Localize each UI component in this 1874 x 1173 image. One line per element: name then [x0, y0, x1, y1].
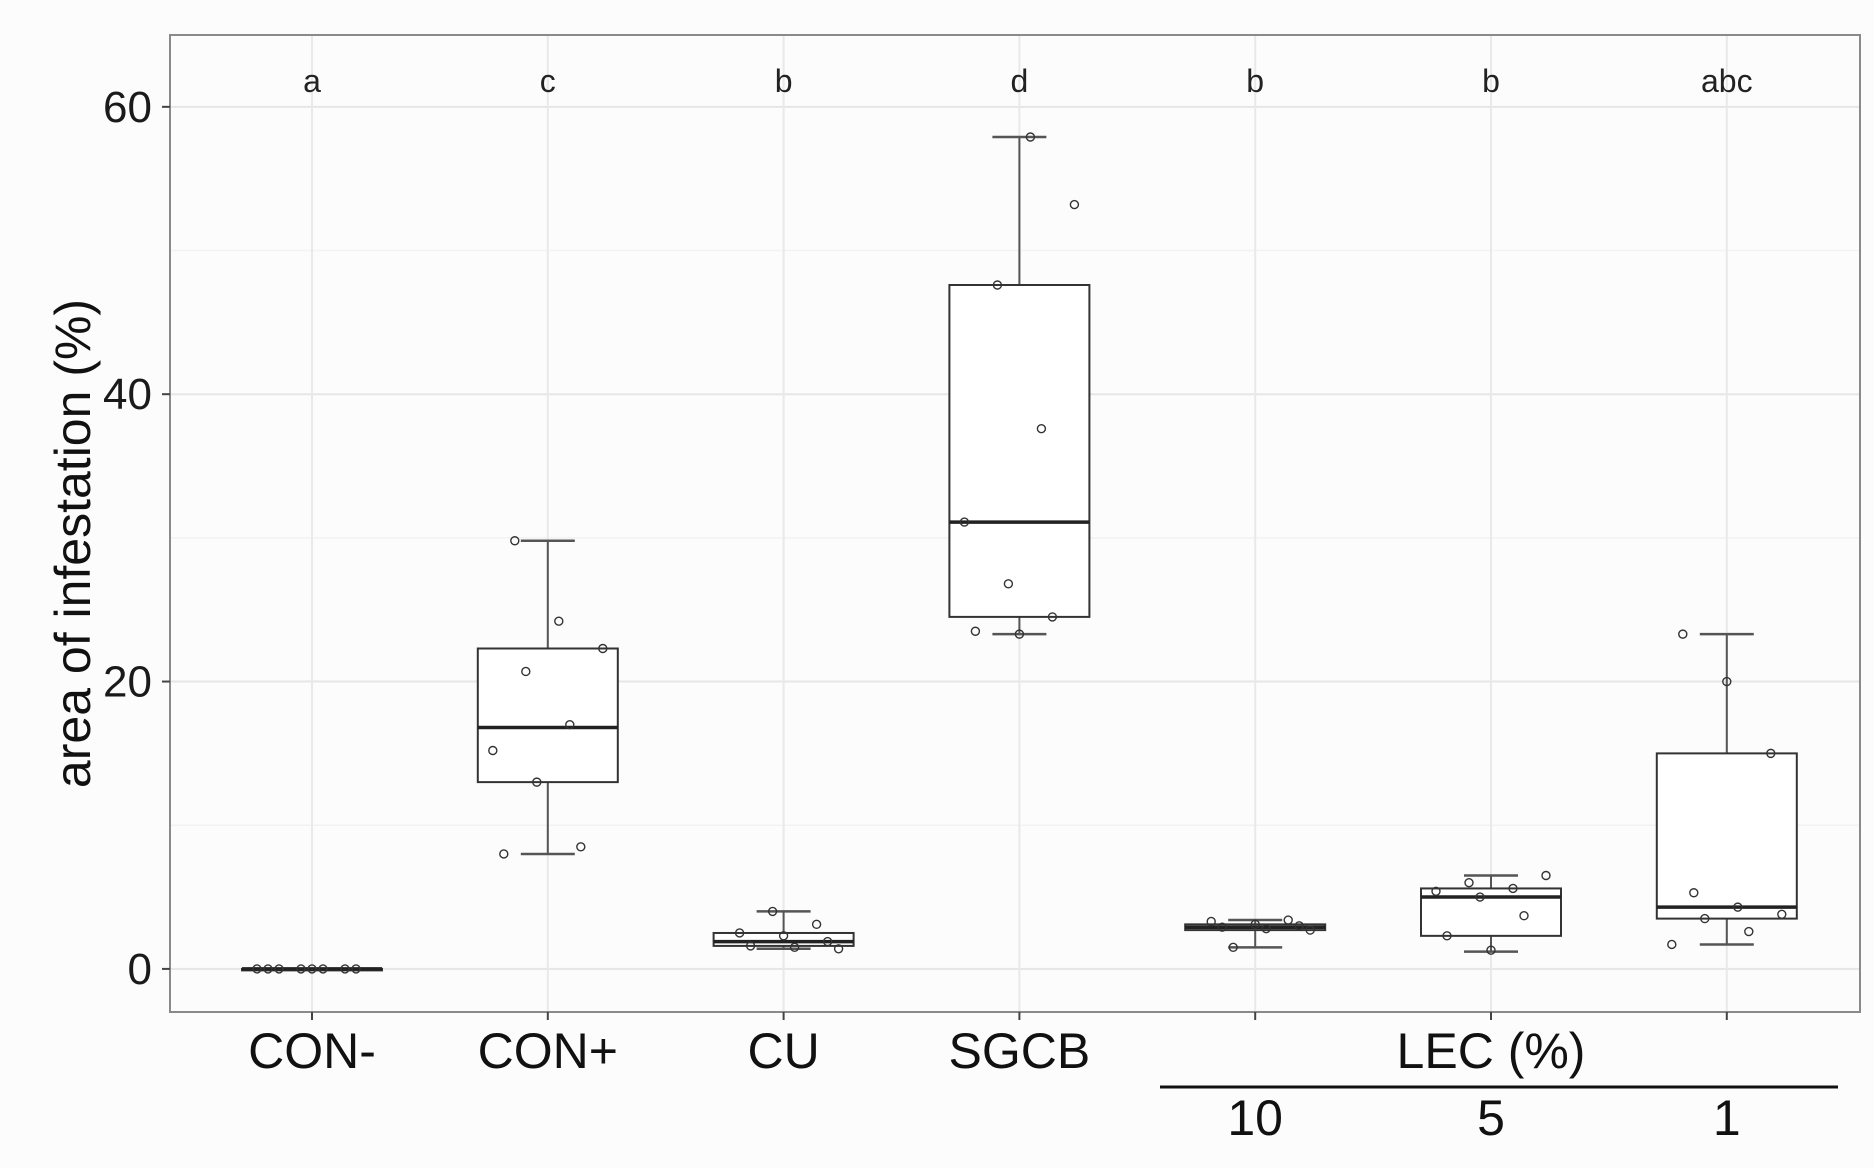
- data-point: [1047, 612, 1058, 622]
- data-point: [1228, 942, 1238, 953]
- y-tick-label: 40: [103, 370, 152, 419]
- x-tick-label: CON-: [248, 1023, 376, 1079]
- data-point: [307, 964, 317, 974]
- data-point: [1003, 579, 1014, 589]
- group-sub-label: 5: [1477, 1090, 1505, 1146]
- data-point: [1283, 915, 1293, 925]
- data-point: [598, 643, 608, 654]
- x-tick-label: SGCB: [949, 1023, 1091, 1079]
- data-point: [1766, 748, 1776, 759]
- box-iqr: [948, 283, 1091, 618]
- data-point: [252, 964, 262, 974]
- y-tick-label: 60: [103, 83, 152, 132]
- significance-letter: b: [1482, 63, 1500, 99]
- group-sub-label: 1: [1713, 1090, 1741, 1146]
- data-point: [1722, 676, 1732, 687]
- data-point: [554, 616, 564, 626]
- data-point: [970, 626, 981, 636]
- y-axis-title: area of infestation (%): [45, 299, 101, 788]
- box-iqr: [1655, 752, 1798, 920]
- y-tick-label: 20: [103, 658, 152, 707]
- data-point: [1777, 909, 1787, 919]
- box-group-CU-2: [712, 906, 855, 954]
- box-group-1-6: [1655, 629, 1798, 950]
- data-point: [1442, 931, 1452, 941]
- plot-panel: [169, 34, 1861, 1013]
- data-point: [1464, 877, 1474, 888]
- group-sub-label: 10: [1227, 1090, 1283, 1146]
- x-tick-label: CON+: [478, 1023, 618, 1079]
- significance-letter: b: [1246, 63, 1264, 99]
- data-point: [1305, 925, 1315, 935]
- data-point: [318, 964, 328, 974]
- data-point: [340, 964, 350, 974]
- data-point: [1678, 629, 1688, 639]
- data-point: [488, 745, 498, 756]
- box-group-CON-1: [476, 536, 619, 859]
- data-point: [833, 944, 844, 954]
- data-point: [1069, 199, 1080, 210]
- data-point: [1519, 911, 1529, 921]
- data-point: [1508, 883, 1518, 894]
- data-point: [745, 941, 756, 951]
- data-point: [822, 936, 833, 947]
- tick-layer: 0 20 40 60: [103, 83, 1728, 1020]
- data-point: [263, 964, 273, 974]
- box-layer: [241, 132, 1798, 974]
- significance-letter: b: [775, 63, 793, 99]
- y-tick-label: 0: [128, 945, 152, 994]
- data-point: [778, 931, 789, 941]
- significance-letter: d: [1011, 63, 1029, 99]
- data-point: [959, 517, 970, 527]
- data-point: [789, 942, 800, 953]
- data-point: [1431, 886, 1441, 897]
- data-point: [1025, 132, 1036, 142]
- data-point: [1206, 916, 1216, 927]
- data-point: [296, 964, 306, 974]
- significance-letter: c: [540, 63, 556, 99]
- data-point: [499, 849, 509, 859]
- box-group-SGCB-3: [948, 132, 1091, 639]
- data-point: [576, 842, 586, 852]
- box-group-CON-0: [241, 964, 383, 974]
- data-point: [510, 536, 520, 546]
- data-point: [1486, 945, 1496, 955]
- label-layer: CON- CON+ CU SGCB a c b d b b abc LEC (%) 10 5 1: [248, 63, 1838, 1146]
- box-iqr: [476, 647, 619, 784]
- data-point: [274, 964, 284, 974]
- box-group-5-5: [1420, 870, 1562, 955]
- data-point: [1667, 939, 1677, 950]
- data-point: [565, 719, 575, 730]
- data-point: [1541, 870, 1551, 881]
- x-tick-label: CU: [747, 1023, 819, 1079]
- significance-letter: a: [303, 63, 321, 99]
- group-label-lec: LEC (%): [1397, 1023, 1586, 1079]
- data-point: [1014, 629, 1025, 639]
- significance-letter: abc: [1701, 63, 1753, 99]
- data-point: [1217, 922, 1227, 932]
- data-point: [811, 919, 822, 930]
- data-point: [1744, 926, 1754, 937]
- data-point: [1261, 923, 1271, 934]
- data-point: [1689, 888, 1699, 898]
- data-point: [521, 666, 531, 677]
- data-point: [1036, 423, 1047, 434]
- box-group-10-4: [1184, 915, 1327, 953]
- data-point: [767, 906, 778, 917]
- data-point: [734, 928, 745, 938]
- data-point: [992, 280, 1003, 290]
- data-point: [1294, 921, 1304, 931]
- data-point: [351, 964, 361, 974]
- data-point: [1250, 919, 1260, 930]
- data-point: [1700, 913, 1710, 924]
- data-point: [1475, 892, 1485, 902]
- data-point: [1733, 902, 1743, 912]
- data-point: [532, 777, 542, 787]
